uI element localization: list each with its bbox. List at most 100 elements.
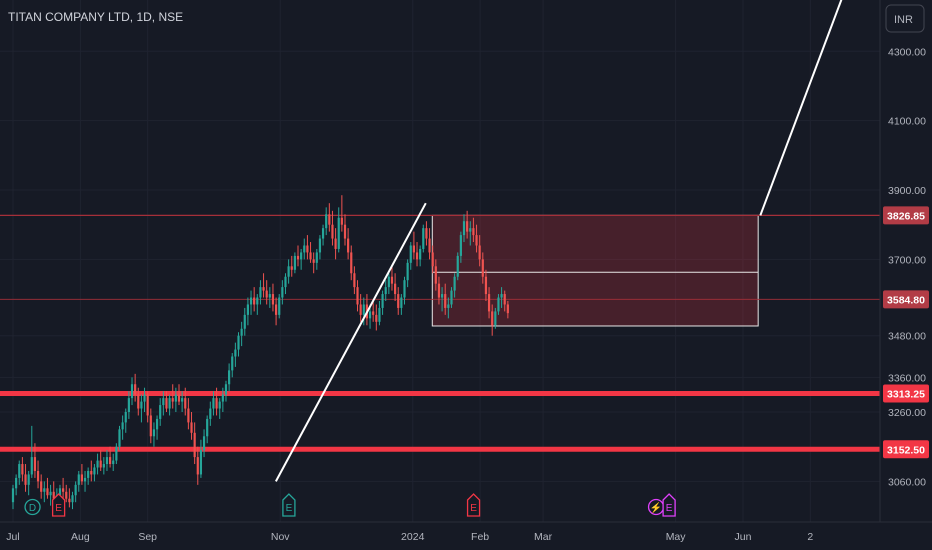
candle xyxy=(90,460,93,482)
candle-body xyxy=(155,418,159,430)
candle-body xyxy=(359,304,362,315)
candle xyxy=(202,429,206,458)
candle xyxy=(415,242,419,267)
candle-body xyxy=(347,238,350,253)
event-marker-flag xyxy=(466,493,481,517)
candle xyxy=(403,276,406,305)
candle xyxy=(83,470,87,492)
candle xyxy=(196,446,199,485)
candle-body xyxy=(268,294,271,298)
price-tag-label: 3584.80 xyxy=(887,294,925,306)
candle xyxy=(337,207,340,253)
candle-body xyxy=(321,228,325,239)
candle-body xyxy=(58,488,62,496)
candle xyxy=(331,210,334,246)
candle-body xyxy=(481,259,484,277)
candle xyxy=(425,221,428,246)
candle-body xyxy=(199,450,203,475)
candle xyxy=(165,391,168,412)
candle xyxy=(362,297,365,326)
candle xyxy=(462,214,466,243)
candle xyxy=(11,484,15,510)
candle-body xyxy=(93,467,96,475)
candle xyxy=(102,457,105,475)
time-tick-label: 2024 xyxy=(401,531,425,543)
candle xyxy=(306,235,309,260)
time-tick-label: Mar xyxy=(534,531,553,543)
candle-body xyxy=(293,255,296,270)
chart-title: TITAN COMPANY LTD, 1D, NSE xyxy=(8,10,183,24)
candle-body xyxy=(24,474,27,485)
candle-body xyxy=(168,398,171,409)
candle-body xyxy=(137,394,140,409)
event-marker-flag xyxy=(282,493,296,517)
candle-body xyxy=(262,287,265,291)
candle-body xyxy=(331,224,334,239)
candle xyxy=(296,245,300,267)
candle-body xyxy=(487,294,491,312)
currency-button[interactable]: INR xyxy=(885,4,925,33)
currency-button-frame[interactable] xyxy=(885,4,925,33)
time-tick-label: 2 xyxy=(807,531,813,543)
candle xyxy=(293,252,296,274)
candle-body xyxy=(65,491,68,499)
candle xyxy=(312,252,315,274)
candle xyxy=(484,269,488,301)
candle-body xyxy=(466,221,469,232)
candle xyxy=(46,477,49,499)
event-marker-label: E xyxy=(666,503,673,514)
candle-body xyxy=(124,412,127,423)
candle-body xyxy=(80,474,84,482)
candle-body xyxy=(112,460,115,465)
candle xyxy=(375,304,378,331)
candle-body xyxy=(218,401,221,409)
candle xyxy=(397,287,400,315)
currency-button-label[interactable]: INR xyxy=(894,14,913,26)
event-marker-flag xyxy=(51,493,66,517)
time-axis[interactable] xyxy=(0,522,880,550)
candle-body xyxy=(105,457,109,465)
candle xyxy=(143,387,146,412)
candle xyxy=(62,477,65,499)
candle xyxy=(159,398,162,426)
candle xyxy=(262,273,265,298)
candle xyxy=(459,231,462,263)
event-marker-label: E xyxy=(286,503,293,514)
candle-body xyxy=(428,238,431,253)
event-marker: E xyxy=(662,493,676,517)
candle-body xyxy=(193,432,196,458)
event-marker: E xyxy=(51,493,66,517)
candle-body xyxy=(437,283,441,298)
candle-body xyxy=(503,294,506,305)
candle xyxy=(494,307,497,329)
candle-body xyxy=(243,314,246,329)
trend-lines xyxy=(274,0,843,482)
candle xyxy=(453,273,456,298)
candle xyxy=(187,398,190,430)
candle xyxy=(108,446,112,468)
candle-body xyxy=(174,394,177,402)
candle xyxy=(174,387,177,412)
price-tag-label: 3826.85 xyxy=(887,210,925,222)
candle-body xyxy=(375,314,378,322)
candle xyxy=(447,297,450,319)
candle-body xyxy=(459,235,462,256)
candle-body xyxy=(190,422,193,433)
candle-body xyxy=(146,394,149,416)
candle xyxy=(30,425,33,478)
price-tag: 3313.25 xyxy=(883,384,929,403)
price-tag-bg xyxy=(883,384,929,403)
candle-body xyxy=(287,266,290,277)
candle xyxy=(146,391,149,423)
candle xyxy=(456,252,459,281)
candle-body xyxy=(309,252,312,260)
event-marker-label: E xyxy=(470,503,477,514)
candle-body xyxy=(450,290,453,305)
price-tick-label: 3260.00 xyxy=(888,407,926,419)
candle xyxy=(140,394,143,423)
candle-body xyxy=(475,235,478,246)
price-axis[interactable] xyxy=(880,0,932,522)
candle-body xyxy=(87,470,90,478)
